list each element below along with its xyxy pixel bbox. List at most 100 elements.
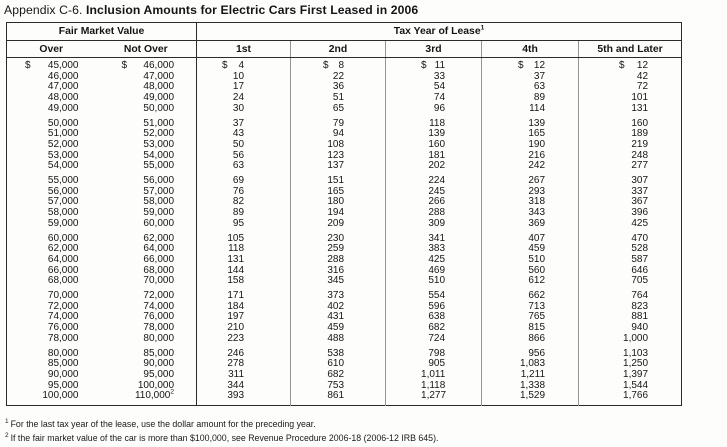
- cell-1st: 184: [196, 301, 291, 313]
- dollar-sign: $: [25, 60, 31, 71]
- cell-over: 90,000: [47, 368, 79, 380]
- cell-not-over: 57,000: [143, 185, 175, 197]
- cell-over: 64,000: [47, 253, 79, 265]
- dollar-sign: $: [421, 60, 427, 71]
- dollar-sign: $: [222, 60, 228, 71]
- footnote-ref: 1: [5, 418, 9, 425]
- footnote-2: 2 If the fair market value of the car is …: [5, 430, 438, 444]
- cell-3rd: 510: [385, 276, 482, 288]
- cell-2nd: 431: [290, 312, 386, 324]
- cell-1st: 246: [196, 348, 291, 360]
- table-row: 90,000 95,000 311 682 1,011 1,211 1,397: [7, 368, 682, 381]
- cell-5th-and-later: 764: [578, 290, 682, 302]
- cell-2nd: 151: [290, 175, 386, 187]
- table-row: 76,000 78,000 210 459 682 815 940: [7, 322, 682, 334]
- cell-over: 70,000: [47, 290, 79, 302]
- cell-1st: 105: [196, 233, 291, 245]
- cell-1st: 30: [196, 103, 291, 115]
- cell-5th-and-later: 705: [578, 276, 682, 288]
- cell-1st: 131: [196, 254, 291, 266]
- cell-over: 59,000: [47, 217, 79, 229]
- cell-3rd: 554: [385, 290, 482, 302]
- cell-5th-and-later: 101: [578, 92, 682, 104]
- cell-1st: 24: [196, 92, 291, 104]
- cell-2nd: 538: [290, 348, 386, 360]
- cell-not-over: 50,000: [143, 102, 175, 114]
- column-header-5th-and-later: 5th and Later: [578, 40, 682, 58]
- cell-2nd: 94: [290, 129, 386, 140]
- cell-not-over: 52,000: [143, 128, 175, 140]
- table-row: 54,000 55,000 63 137 202 242 277: [7, 161, 682, 173]
- cell-4th: 190: [481, 139, 579, 151]
- cell-2nd: 194: [290, 207, 386, 219]
- cell-1st: $4: [196, 57, 291, 72]
- table-row: 55,000 56,000 69 151 224 267 307: [7, 175, 682, 187]
- cell-2nd: 373: [290, 290, 386, 302]
- table-row: 72,000 74,000 184 402 596 713 823: [7, 301, 682, 313]
- cell-3rd: 596: [385, 301, 482, 313]
- cell-1st: 311: [196, 369, 291, 381]
- table-row: 78,000 80,000 223 488 724 866 1,000: [7, 333, 682, 345]
- cell-over: 56,000: [47, 185, 79, 197]
- inclusion-amounts-table: Fair Market Value Tax Year of Lease1 Ove…: [6, 22, 683, 407]
- cell-4th: 713: [481, 301, 579, 313]
- table-row: 56,000 57,000 76 165 245 293 337: [7, 185, 682, 198]
- table-row: 95,000 100,000 344 753 1,118 1,338 1,544: [7, 380, 682, 392]
- footnote-ref: 1: [480, 24, 485, 32]
- cell-5th-and-later: 470: [578, 233, 682, 245]
- cell-4th: $12: [481, 57, 579, 72]
- dollar-sign: $: [323, 60, 329, 71]
- cell-5th-and-later: 1,766: [578, 390, 682, 406]
- cell-1st: 393: [196, 390, 291, 406]
- cell-3rd: 245: [385, 186, 482, 198]
- cell-over: 55,000: [47, 175, 79, 187]
- cell-1st: 118: [196, 244, 291, 255]
- group-gap: [7, 172, 682, 177]
- cell-not-over: 95,000: [143, 368, 175, 380]
- cell-3rd: 1,118: [385, 380, 482, 392]
- group-header-row: Fair Market Value Tax Year of Lease1: [6, 22, 682, 41]
- cell-3rd: 288: [385, 207, 482, 219]
- cell-5th-and-later: 160: [578, 118, 682, 130]
- cell-3rd: 469: [385, 265, 482, 277]
- group-gap: [7, 344, 682, 349]
- cell-3rd: 160: [385, 139, 482, 151]
- cell-2nd: 108: [290, 139, 386, 151]
- cell-not-over: 78,000: [143, 322, 175, 334]
- table-row: 49,000 50,000 30 65 96 114 131: [7, 102, 682, 115]
- cell-5th-and-later: 1,000: [578, 333, 682, 345]
- cell-3rd: 96: [385, 103, 482, 115]
- cell-5th-and-later: 587: [578, 254, 682, 266]
- cell-4th: 369: [481, 218, 579, 230]
- column-header-4th: 4th: [481, 40, 579, 58]
- cell-5th-and-later: 42: [578, 71, 682, 83]
- cell-2nd: 753: [290, 380, 386, 392]
- group-gap: [7, 114, 682, 119]
- dollar-sign: $: [619, 60, 625, 71]
- table-row: 62,000 64,000 118 259 383 459 528: [7, 244, 682, 255]
- cell-4th: 165: [481, 129, 579, 140]
- table-row: 74,000 76,000 197 431 638 765 881: [7, 311, 682, 324]
- table-row: 60,000 62,000 105 230 341 407 470: [7, 233, 682, 245]
- cell-5th-and-later: 881: [578, 312, 682, 324]
- tax-year-label: Tax Year of Lease: [393, 26, 481, 37]
- cell-5th-and-later: 1,544: [578, 380, 682, 392]
- cell-5th-and-later: 189: [578, 129, 682, 140]
- cell-4th: 293: [481, 186, 579, 198]
- cell-over: 74,000: [47, 311, 79, 323]
- cell-4th: 662: [481, 290, 579, 302]
- table-row: 53,000 54,000 56 123 181 216 248: [7, 150, 682, 162]
- cell-3rd: 798: [385, 348, 482, 360]
- cell-1st: 56: [196, 150, 291, 162]
- footnote-text: If the fair market value of the car is m…: [10, 433, 439, 444]
- cell-over: 46,000: [47, 70, 79, 82]
- cell-3rd: 425: [385, 254, 482, 266]
- cell-3rd: 74: [385, 92, 482, 104]
- cell-4th: 612: [481, 276, 579, 288]
- cell-1st: 144: [196, 265, 291, 277]
- cell-4th: 139: [481, 118, 579, 130]
- cell-not-over: 90,000: [143, 358, 175, 370]
- cell-3rd: 341: [385, 233, 482, 245]
- cell-1st: 95: [196, 218, 291, 230]
- cell-3rd: 905: [385, 359, 482, 370]
